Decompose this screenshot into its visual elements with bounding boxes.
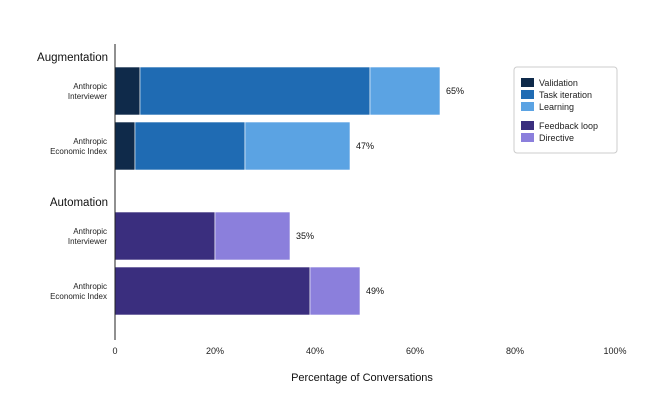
row-label-1-0-0: Anthropic	[73, 227, 107, 236]
legend-swatch-1	[521, 90, 534, 99]
legend-box	[513, 66, 618, 154]
group-label-1: Automation	[50, 197, 108, 209]
total-label-1-1: 49%	[366, 286, 384, 296]
legend-label-4: Directive	[539, 133, 574, 143]
x-tick-label-2: 40%	[306, 346, 324, 356]
bar-segment-1-1-1	[309, 266, 361, 316]
legend-swatch-0	[521, 78, 534, 87]
total-label-1-0: 35%	[296, 231, 314, 241]
row-label-1-1-1: Economic Index	[50, 292, 107, 301]
legend-swatch-2	[521, 102, 534, 111]
bar-segment-0-1-0	[114, 121, 136, 171]
x-tick-label-5: 100%	[603, 346, 626, 356]
row-label-1-0-1: Interviewer	[68, 237, 107, 246]
x-tick-label-4: 80%	[506, 346, 524, 356]
row-label-0-0-0: Anthropic	[73, 82, 107, 91]
x-tick-label-3: 60%	[406, 346, 424, 356]
legend-label-3: Feedback loop	[539, 121, 598, 131]
legend-label-1: Task iteration	[539, 90, 592, 100]
bar-segment-0-0-2	[369, 66, 441, 116]
group-label-0: Augmentation	[37, 52, 108, 64]
row-label-1-1-0: Anthropic	[73, 282, 107, 291]
x-axis-title: Percentage of Conversations	[291, 372, 433, 384]
row-label-0-0-1: Interviewer	[68, 92, 107, 101]
total-label-0-1: 47%	[356, 141, 374, 151]
bar-segment-0-0-1	[139, 66, 371, 116]
total-label-0-0: 65%	[446, 86, 464, 96]
row-label-0-1-1: Economic Index	[50, 147, 107, 156]
legend-label-2: Learning	[539, 102, 574, 112]
legend-label-0: Validation	[539, 78, 578, 88]
legend-swatch-4	[521, 133, 534, 142]
legend-swatch-3	[521, 121, 534, 130]
bar-segment-0-1-1	[134, 121, 246, 171]
bars-layer	[114, 66, 441, 316]
x-tick-label-0: 0	[112, 346, 117, 356]
row-label-0-1-0: Anthropic	[73, 137, 107, 146]
bar-segment-1-0-1	[214, 211, 291, 261]
bar-segment-0-1-2	[244, 121, 351, 171]
bar-segment-1-0-0	[114, 211, 216, 261]
bar-segment-1-1-0	[114, 266, 311, 316]
labels-layer: AugmentationAnthropicInterviewer65%Anthr…	[37, 52, 464, 301]
x-tick-label-1: 20%	[206, 346, 224, 356]
bar-segment-0-0-0	[114, 66, 141, 116]
axis-layer: 0 20% 40% 60% 80% 100% Percentage of Conversat…	[112, 44, 627, 384]
legend: Validation Task iteration Learning Feedback…	[513, 66, 618, 154]
